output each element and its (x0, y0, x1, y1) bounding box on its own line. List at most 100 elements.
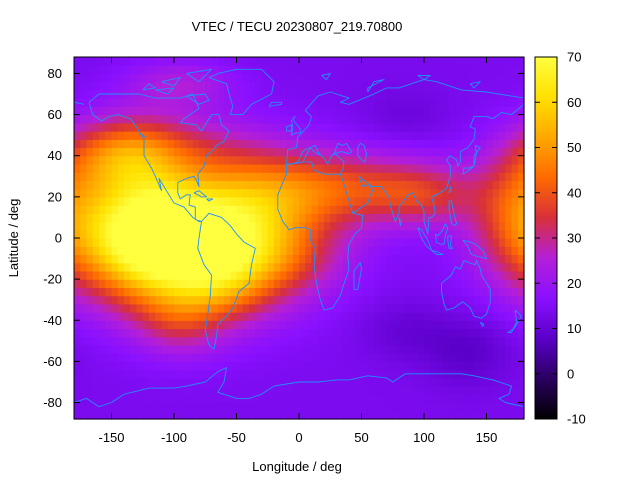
heatmap-cell (105, 122, 113, 132)
heatmap-cell (255, 131, 263, 140)
heatmap-cell (455, 114, 463, 124)
heatmap-cell (305, 65, 313, 75)
heatmap-cell (167, 147, 175, 157)
heatmap-cell (380, 246, 388, 256)
heatmap-cell (474, 188, 481, 198)
heatmap-cell (505, 172, 513, 182)
coastline-path (462, 144, 481, 175)
heatmap-cell (480, 344, 488, 354)
heatmap-cell (167, 262, 175, 272)
heatmap-cell (86, 147, 94, 157)
coastline-path (448, 200, 457, 227)
heatmap-cell (392, 122, 400, 132)
heatmap-cell (161, 205, 169, 214)
heatmap-cell (199, 106, 206, 116)
heatmap-cell (399, 353, 406, 363)
heatmap-cell (136, 122, 144, 132)
heatmap-cell (367, 238, 375, 247)
heatmap-cell (242, 344, 250, 354)
heatmap-cell (230, 114, 238, 124)
heatmap-cell (480, 262, 488, 272)
heatmap-cell (86, 205, 94, 214)
heatmap-cell (261, 73, 269, 83)
heatmap-cell (511, 270, 519, 280)
heatmap-cell (224, 89, 231, 99)
heatmap-cell (486, 270, 494, 280)
heatmap-cell (505, 344, 513, 354)
heatmap-cell (261, 147, 269, 157)
heatmap-cell (374, 262, 381, 272)
heatmap-cell (186, 246, 194, 256)
heatmap-cell (180, 262, 188, 272)
heatmap-cell (305, 369, 313, 379)
heatmap-cell (274, 353, 281, 363)
heatmap-cell (480, 205, 488, 214)
heatmap-cell (342, 303, 350, 313)
heatmap-cell (211, 188, 219, 198)
heatmap-cell (130, 402, 138, 412)
heatmap-cell (380, 147, 388, 157)
coastline-path (352, 103, 525, 235)
heatmap-cell (130, 353, 138, 363)
heatmap-cell (449, 410, 456, 420)
heatmap-cell (430, 320, 438, 330)
heatmap-cell (336, 402, 344, 412)
heatmap-cell (349, 65, 356, 75)
heatmap-cell (86, 312, 94, 321)
heatmap-cell (292, 205, 300, 214)
heatmap-cell (117, 386, 125, 395)
heatmap-cell (449, 344, 456, 354)
heatmap-cell (205, 81, 213, 91)
heatmap-cell (261, 238, 269, 247)
heatmap-cell (430, 312, 438, 321)
heatmap-cell (317, 303, 325, 313)
heatmap-cell (292, 81, 300, 91)
heatmap-cell (130, 410, 138, 420)
heatmap-cell (486, 361, 494, 371)
heatmap-cell (392, 188, 400, 198)
heatmap-cell (430, 131, 438, 140)
heatmap-cell (405, 205, 413, 214)
heatmap-cell (217, 312, 225, 321)
heatmap-cell (267, 295, 275, 305)
heatmap-cell (130, 287, 138, 297)
heatmap-cell (105, 155, 113, 165)
heatmap-cell (374, 229, 381, 239)
heatmap-cell (324, 163, 331, 173)
heatmap-cell (267, 369, 275, 379)
heatmap-cell (236, 57, 244, 66)
heatmap-cell (205, 361, 213, 371)
heatmap-cell (267, 229, 275, 239)
heatmap-cell (86, 410, 94, 420)
heatmap-cell (217, 361, 225, 371)
heatmap-cell (305, 361, 313, 371)
heatmap-cell (217, 106, 225, 116)
heatmap-cell (342, 254, 350, 264)
heatmap-cell (117, 246, 125, 256)
heatmap-cell (199, 303, 206, 313)
heatmap-cell (186, 394, 194, 404)
heatmap-cell (330, 386, 338, 395)
heatmap-cell (92, 122, 100, 132)
heatmap-cell (205, 295, 213, 305)
heatmap-cell (249, 336, 256, 346)
heatmap-cell (274, 114, 281, 124)
heatmap-cell (486, 89, 494, 99)
heatmap-cell (92, 410, 100, 420)
heatmap-cell (180, 98, 188, 107)
heatmap-cell (436, 238, 444, 247)
heatmap-cell (261, 229, 269, 239)
heatmap-cell (499, 369, 506, 379)
heatmap-cell (167, 238, 175, 247)
heatmap-cell (280, 377, 288, 387)
heatmap-cell (155, 377, 163, 387)
heatmap-cell (349, 320, 356, 330)
heatmap-cell (317, 262, 325, 272)
heatmap-cell (86, 394, 94, 404)
heatmap-cell (355, 328, 363, 338)
heatmap-cell (511, 303, 519, 313)
heatmap-cell (205, 312, 213, 321)
heatmap-cell (105, 377, 113, 387)
heatmap-cell (242, 155, 250, 165)
heatmap-cell (105, 353, 113, 363)
